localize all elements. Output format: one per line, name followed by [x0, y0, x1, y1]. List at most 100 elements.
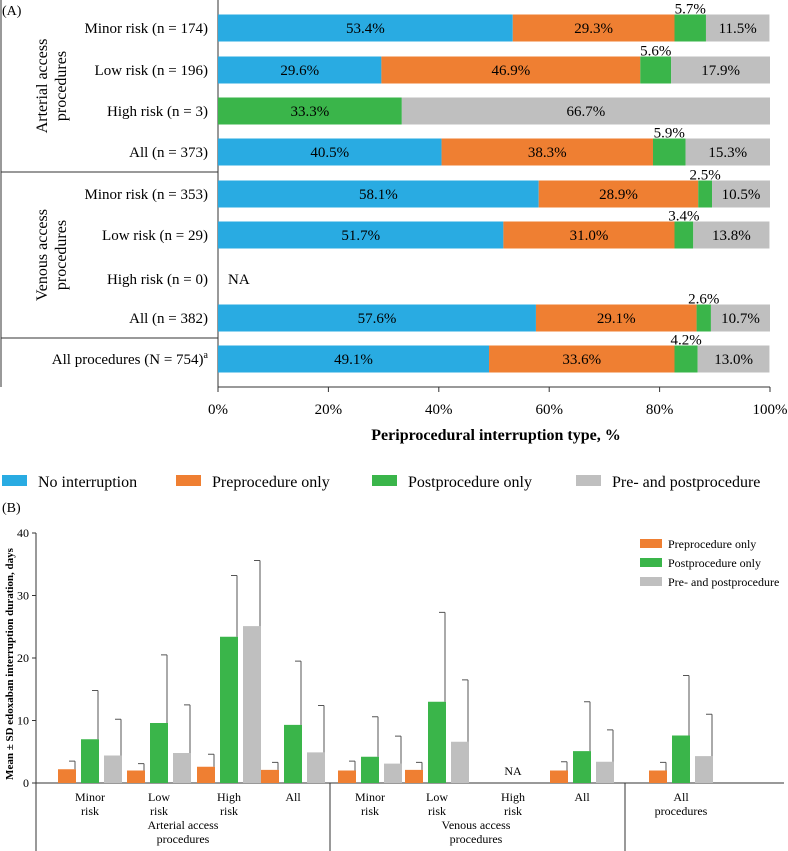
bar-segment-postprocedure-only: [696, 304, 711, 332]
segment-value-label: 38.3%: [528, 145, 567, 161]
row-label: Low risk (n = 29): [102, 228, 208, 244]
row-label: Minor risk (n = 174): [85, 21, 208, 37]
segment-value-label: 51.7%: [341, 228, 380, 244]
legend-label: Preprocedure only: [668, 537, 756, 551]
segment-value-label: 2.5%: [690, 168, 721, 184]
segment-value-label: 33.3%: [291, 104, 330, 120]
bar-segment-preprocedure-only: [381, 56, 641, 84]
x-tick-label: 0%: [208, 402, 228, 418]
panel-b-legend: Preprocedure only Postprocedure only Pre- …: [640, 537, 779, 589]
category-label: Minor risk: [75, 790, 105, 818]
duration-bar-preprocedure-only: [197, 766, 215, 783]
bar-segment-postprocedure-only: [218, 97, 402, 125]
x-tick-label: 20%: [315, 402, 343, 418]
duration-bar-postprocedure-only: [220, 636, 238, 783]
x-tick-label: 40%: [425, 402, 453, 418]
row-label: High risk (n = 3): [107, 104, 208, 120]
bar-segment-preprocedure-only: [489, 345, 675, 373]
row-label-footnote: a: [204, 350, 209, 361]
duration-bar-pre-and-postprocedure: [695, 756, 713, 783]
segment-value-label: 33.6%: [562, 352, 601, 368]
y-tick-label: 10: [17, 714, 29, 728]
duration-bar-preprocedure-only: [405, 769, 423, 783]
bar-segment-preprocedure-only: [441, 138, 653, 166]
segment-value-label: 15.3%: [708, 145, 747, 161]
category-label: Minor risk: [355, 790, 385, 818]
duration-bar-pre-and-postprocedure: [451, 741, 469, 783]
duration-bar-postprocedure-only: [428, 701, 446, 783]
category-label: Low risk: [148, 790, 170, 818]
legend-swatch: [640, 577, 662, 586]
duration-bar-pre-and-postprocedure: [173, 753, 191, 783]
bar-segment-postprocedure-only: [674, 14, 706, 42]
duration-bar-preprocedure-only: [261, 769, 279, 783]
segment-value-label: 28.9%: [599, 187, 638, 203]
bar-segment-no-interruption: [218, 345, 490, 373]
panel-a-x-axis-label: Periprocedural interruption type, %: [371, 427, 620, 444]
segment-value-label: 58.1%: [359, 187, 398, 203]
segment-value-label: 40.5%: [310, 145, 349, 161]
segment-value-label: 13.0%: [714, 352, 753, 368]
duration-bar-pre-and-postprocedure: [384, 763, 402, 783]
bar-segment-no-interruption: [218, 304, 536, 332]
bar-segment-pre-and-postprocedure: [401, 97, 770, 125]
bar-segment-pre-and-postprocedure: [712, 180, 770, 208]
bar-segment-postprocedure-only: [640, 56, 672, 84]
legend-swatch: [2, 475, 27, 486]
segment-value-label: 57.6%: [358, 311, 397, 327]
panel-b-bars: NA: [58, 560, 713, 783]
category-label: All: [574, 790, 590, 804]
category-label: High risk: [217, 790, 241, 818]
x-tick-label: 100%: [753, 402, 788, 418]
duration-bar-preprocedure-only: [127, 770, 145, 783]
bar-segment-pre-and-postprocedure: [693, 221, 770, 249]
legend-label: Pre- and postprocedure: [612, 474, 760, 491]
duration-bar-pre-and-postprocedure: [104, 755, 122, 783]
duration-bar-postprocedure-only: [672, 735, 690, 783]
bar-segment-postprocedure-only: [674, 345, 698, 373]
segment-value-label: 10.5%: [722, 187, 761, 203]
na-label: NA: [228, 272, 250, 288]
row-label: All (n = 382): [129, 311, 208, 327]
bar-segment-preprocedure-only: [535, 304, 697, 332]
x-tick-label: 80%: [646, 402, 674, 418]
segment-value-label: 17.9%: [701, 63, 740, 79]
segment-value-label: 29.1%: [597, 311, 636, 327]
duration-bar-postprocedure-only: [573, 751, 591, 783]
duration-bar-preprocedure-only: [338, 770, 356, 783]
bar-segment-no-interruption: [218, 56, 382, 84]
legend-swatch: [372, 475, 397, 486]
y-tick-label: 20: [17, 651, 29, 665]
bar-segment-no-interruption: [218, 14, 513, 42]
category-label: All procedures: [655, 790, 708, 818]
segment-value-label: 29.3%: [574, 21, 613, 37]
duration-bar-preprocedure-only: [649, 770, 667, 783]
bar-segment-postprocedure-only: [698, 180, 713, 208]
y-tick-label: 30: [17, 589, 29, 603]
segment-value-label: 31.0%: [570, 228, 609, 244]
segment-value-label: 66.7%: [567, 104, 606, 120]
legend-swatch: [176, 475, 201, 486]
segment-value-label: 49.1%: [334, 352, 373, 368]
row-label: Minor risk (n = 353): [85, 187, 208, 203]
segment-value-label: 4.2%: [670, 333, 701, 349]
bar-segment-no-interruption: [218, 138, 442, 166]
segment-value-label: 5.7%: [675, 2, 706, 18]
group-label: Venous access procedures: [442, 818, 511, 846]
panel-b-label: (B): [2, 501, 21, 516]
segment-value-label: 46.9%: [491, 63, 530, 79]
group-label-arterial: Arterial access procedures: [34, 39, 70, 134]
panel-a-legend: No interruption Preprocedure only Postproc…: [2, 474, 760, 491]
bar-segment-pre-and-postprocedure: [685, 138, 770, 166]
panel-b-y-axis-label: Mean ± SD edoxaban interruption duration…: [4, 547, 16, 780]
segment-value-label: 10.7%: [721, 311, 760, 327]
segment-value-label: 5.6%: [640, 44, 671, 60]
duration-bar-postprocedure-only: [81, 739, 99, 783]
duration-bar-postprocedure-only: [284, 724, 302, 783]
segment-value-label: 5.9%: [654, 126, 685, 142]
row-label: High risk (n = 0): [107, 272, 208, 288]
category-label: Low risk: [426, 790, 448, 818]
bar-segment-no-interruption: [218, 221, 504, 249]
bar-segment-preprocedure-only: [512, 14, 675, 42]
